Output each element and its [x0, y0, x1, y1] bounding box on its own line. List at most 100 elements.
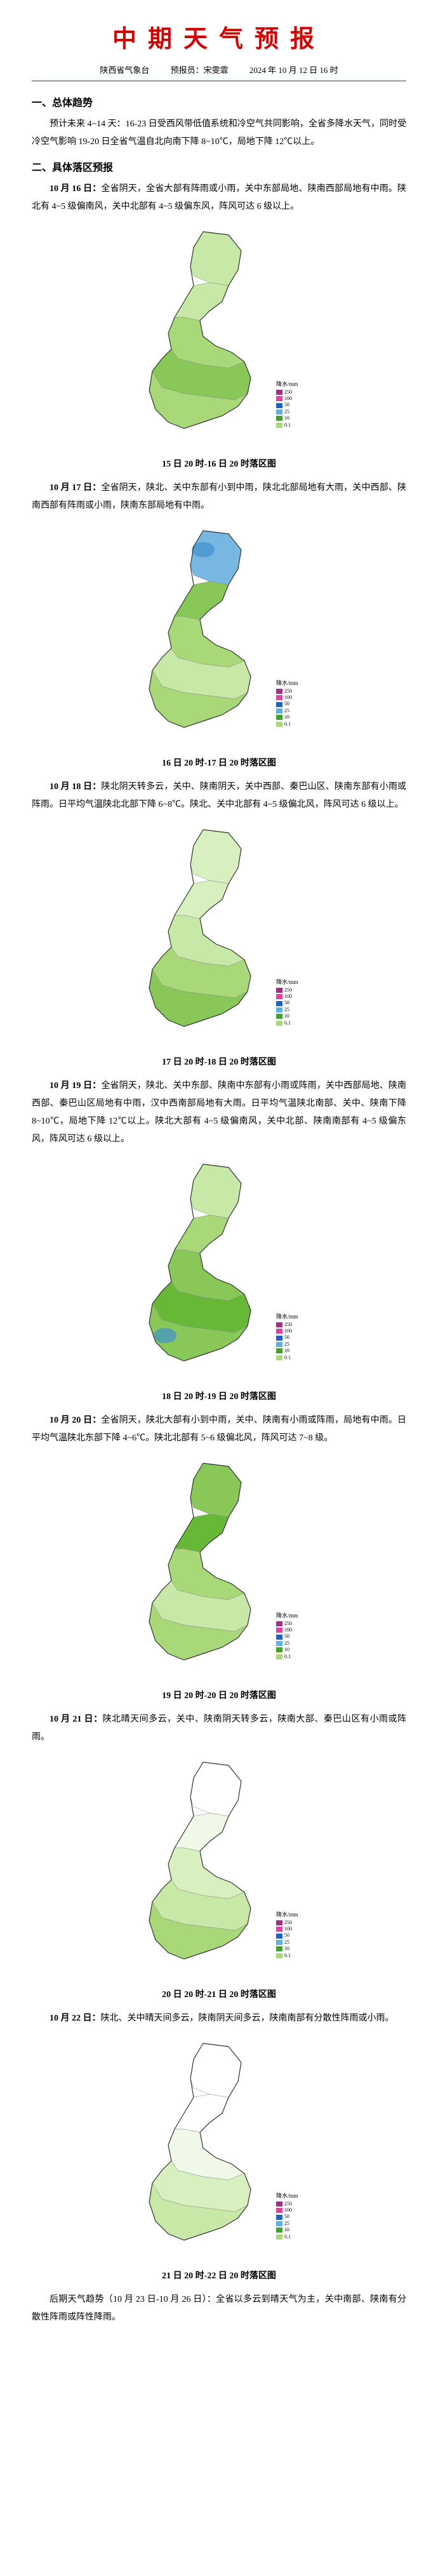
legend-swatch — [276, 994, 282, 999]
precipitation-map — [130, 524, 270, 740]
map-region — [175, 1813, 229, 1851]
day-forecast: 10 月 17 日：全省阴天，陕北、关中东部有小到中雨，陕北北部局地有大雨，关中… — [32, 479, 406, 515]
legend-label: 0.1 — [284, 1020, 291, 1026]
legend-label: 250 — [284, 1920, 292, 1926]
legend-label: 0.1 — [284, 1953, 291, 1959]
legend-item: 250 — [276, 2201, 308, 2207]
legend-item: 100 — [276, 694, 308, 701]
legend-swatch — [276, 1635, 282, 1640]
map-block: 降水/mm 250 100 50 25 10 0.1 — [32, 1756, 406, 1984]
map-legend: 降水/mm 250 100 50 25 10 0.1 — [276, 679, 308, 727]
legend-item: 50 — [276, 1633, 308, 1640]
legend-item: 10 — [276, 1013, 308, 1019]
map-caption: 19 日 20 时-20 日 20 时落区图 — [32, 1689, 406, 1701]
precipitation-map — [130, 1756, 270, 1972]
legend-item: 100 — [276, 993, 308, 1000]
day-date: 10 月 21 日： — [50, 1715, 103, 1724]
legend-item: 0.1 — [276, 422, 308, 428]
legend-swatch — [276, 396, 282, 401]
map-legend: 降水/mm 250 100 50 25 10 0.1 — [276, 1910, 308, 1959]
legend-swatch — [276, 708, 282, 714]
precipitation-map — [130, 1158, 270, 1374]
legend-swatch — [276, 1654, 282, 1659]
legend-item: 25 — [276, 1007, 308, 1013]
legend-item: 250 — [276, 987, 308, 993]
legend-item: 250 — [276, 1322, 308, 1328]
map-wrap: 降水/mm 250 100 50 25 10 0.1 — [130, 1158, 308, 1386]
precipitation-map — [130, 2037, 270, 2253]
map-region — [175, 581, 229, 620]
legend-item: 250 — [276, 1920, 308, 1926]
legend-swatch — [276, 1628, 282, 1633]
legend-swatch — [276, 409, 282, 415]
legend-item: 50 — [276, 1000, 308, 1006]
legend-title: 降水/mm — [276, 1910, 308, 1918]
map-wrap: 降水/mm 250 100 50 25 10 0.1 — [130, 1457, 308, 1685]
legend-swatch — [276, 702, 282, 707]
legend-label: 250 — [284, 688, 292, 694]
precipitation-map — [130, 225, 270, 441]
legend-label: 10 — [284, 1348, 289, 1354]
legend-item: 250 — [276, 688, 308, 694]
legend-swatch — [276, 390, 282, 395]
legend-item: 10 — [276, 1946, 308, 1952]
legend-item: 100 — [276, 1328, 308, 1334]
legend-swatch — [276, 1927, 282, 1932]
day-date: 10 月 20 日： — [50, 1416, 101, 1425]
map-legend: 降水/mm 250 100 50 25 10 0.1 — [276, 380, 308, 428]
day-date: 10 月 19 日： — [50, 1081, 101, 1091]
map-wrap: 降水/mm 250 100 50 25 10 0.1 — [130, 823, 308, 1052]
legend-item: 50 — [276, 2214, 308, 2220]
map-wrap: 降水/mm 250 100 50 25 10 0.1 — [130, 2037, 308, 2266]
legend-label: 0.1 — [284, 721, 291, 727]
legend-swatch — [276, 416, 282, 421]
legend-swatch — [276, 1322, 282, 1327]
legend-label: 100 — [284, 1627, 292, 1633]
legend-label: 25 — [284, 409, 289, 415]
legend-title: 降水/mm — [276, 2191, 308, 2200]
day-forecast: 10 月 18 日：陕北阴天转多云，关中、陕南阴天，关中西部、秦巴山区、陕南东部… — [32, 778, 406, 814]
legend-label: 250 — [284, 2201, 292, 2207]
document-title: 中期天气预报 — [32, 19, 406, 54]
legend-item: 250 — [276, 389, 308, 395]
legend-label: 50 — [284, 2214, 289, 2220]
legend-label: 10 — [284, 1013, 289, 1019]
precipitation-map — [130, 1457, 270, 1673]
map-caption: 18 日 20 时-19 日 20 时落区图 — [32, 1390, 406, 1402]
legend-item: 10 — [276, 415, 308, 422]
legend-item: 25 — [276, 1939, 308, 1946]
legend-label: 50 — [284, 1633, 289, 1640]
map-caption: 21 日 20 时-22 日 20 时落区图 — [32, 2269, 406, 2281]
legend-item: 25 — [276, 708, 308, 714]
legend-swatch — [276, 1014, 282, 1019]
legend-label: 25 — [284, 708, 289, 714]
map-legend: 降水/mm 250 100 50 25 10 0.1 — [276, 1312, 308, 1361]
forecaster: 预报员：宋雯霏 — [171, 65, 229, 75]
day-date: 10 月 16 日： — [50, 184, 101, 194]
org: 陕西省气象台 — [100, 65, 149, 75]
day-forecast: 10 月 21 日：陕北晴天间多云，关中、陕南阴天转多云，陕南大部、秦巴山区有小… — [32, 1711, 406, 1746]
section2-title: 二、具体落区预报 — [32, 159, 406, 174]
map-region — [175, 1215, 229, 1253]
legend-swatch — [276, 1946, 282, 1951]
day-date: 10 月 18 日： — [50, 782, 101, 792]
legend-item: 25 — [276, 1341, 308, 1348]
legend-item: 0.1 — [276, 2234, 308, 2240]
legend-label: 25 — [284, 2221, 289, 2227]
legend-title: 降水/mm — [276, 1611, 308, 1619]
map-region — [175, 282, 229, 321]
legend-label: 100 — [284, 2207, 292, 2214]
legend-label: 10 — [284, 415, 289, 422]
legend-swatch — [276, 1021, 282, 1026]
legend-label: 100 — [284, 993, 292, 1000]
legend-item: 50 — [276, 701, 308, 707]
day-forecast: 10 月 20 日：全省阴天，陕北大部有小到中雨，关中、陕南有小雨或阵雨，局地有… — [32, 1412, 406, 1447]
legend-swatch — [276, 1920, 282, 1925]
map-wrap: 降水/mm 250 100 50 25 10 0.1 — [130, 1756, 308, 1984]
legend-swatch — [276, 1342, 282, 1347]
legend-item: 0.1 — [276, 1953, 308, 1959]
map-block: 降水/mm 250 100 50 25 10 0.1 — [32, 225, 406, 454]
legend-swatch — [276, 1621, 282, 1626]
legend-swatch — [276, 403, 282, 408]
legend-label: 50 — [284, 1000, 289, 1006]
